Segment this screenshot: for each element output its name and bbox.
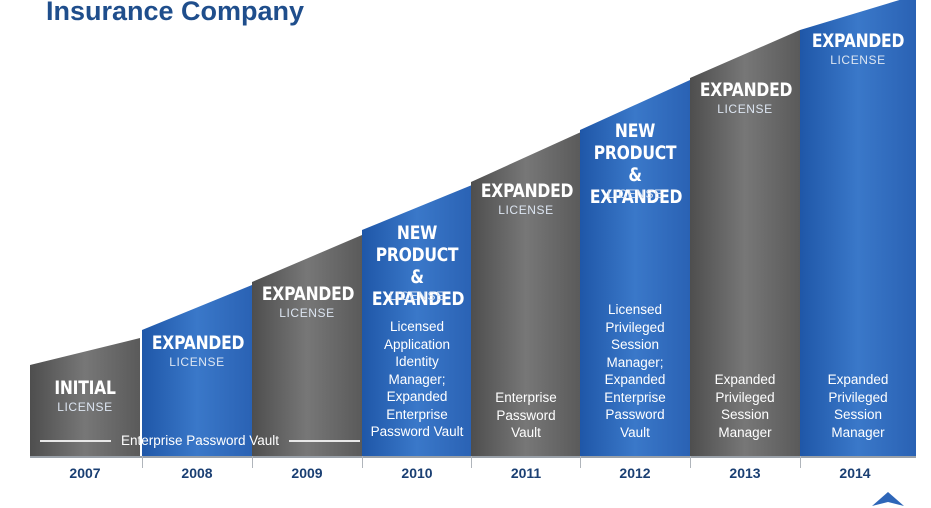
- description-line: Manager: [718, 424, 772, 440]
- axis-tick: [580, 456, 581, 468]
- step-bar-2012: [580, 80, 690, 456]
- step-headline: EXPANDED: [480, 180, 574, 202]
- step-2009: EXPANDED LICENSE: [252, 0, 362, 456]
- description-line: Privileged: [605, 319, 665, 335]
- step-subtitle: LICENSE: [57, 400, 113, 414]
- step-bar-2011: [471, 132, 581, 456]
- description-line: Privileged: [715, 389, 775, 405]
- step-headline: EXPANDED: [261, 283, 355, 305]
- step-headline: NEW PRODUCT & EXPANDED: [371, 222, 465, 310]
- axis-tick: [362, 456, 363, 468]
- step-subtitle: LICENSE: [830, 53, 886, 67]
- headline-line: NEW: [396, 222, 438, 244]
- axis-tick: [252, 456, 253, 468]
- year-2013: 2013: [729, 465, 761, 481]
- headline-line: EXPANDED: [151, 332, 245, 354]
- description-line: Password Vault: [370, 424, 464, 439]
- timeline-axis: [30, 456, 916, 458]
- headline-line: EXPANDED: [480, 180, 574, 202]
- description-line: Application: [383, 336, 451, 352]
- description-line: Vault: [511, 425, 541, 440]
- step-description: Enterprise Password Vault: [473, 389, 579, 442]
- description-line: Expanded: [714, 372, 776, 387]
- description-line: Expanded: [386, 389, 448, 404]
- description-line: Enterprise: [386, 406, 448, 422]
- description-line: Manager;: [606, 354, 664, 370]
- description-line: Privileged: [828, 389, 888, 405]
- step-2013: EXPANDED LICENSE Expanded Privileged Session…: [690, 0, 800, 456]
- step-bar-2013: [690, 30, 800, 456]
- step-subtitle: LICENSE: [607, 187, 663, 201]
- step-2010: NEW PRODUCT & EXPANDED LICENSE Licensed Appli…: [362, 0, 472, 456]
- year-2011: 2011: [510, 465, 542, 481]
- year-2008: 2008: [181, 465, 213, 481]
- step-headline: NEW PRODUCT & EXPANDED: [589, 120, 683, 208]
- step-bar-2010: [362, 185, 472, 456]
- step-headline: EXPANDED: [151, 332, 245, 354]
- step-headline: INITIAL: [40, 377, 130, 399]
- step-bar-2009: [252, 235, 362, 456]
- step-bar-2014: [800, 0, 916, 456]
- year-2010: 2010: [401, 465, 433, 481]
- axis-tick: [471, 456, 472, 468]
- step-subtitle: LICENSE: [498, 203, 554, 217]
- page-title: Insurance Company: [46, 0, 305, 26]
- description-line: Licensed: [389, 319, 445, 334]
- step-description: Expanded Privileged Session Manager: [692, 371, 798, 441]
- axis-tick: [800, 456, 801, 468]
- headline-line: EXPANDED: [589, 186, 683, 208]
- headline-line: NEW: [614, 120, 656, 142]
- headline-line: EXPANDED: [699, 79, 793, 101]
- description-line: Licensed: [607, 302, 663, 317]
- axis-tick: [690, 456, 691, 468]
- description-line: Password: [605, 407, 665, 422]
- description-line: Identity: [395, 354, 439, 369]
- headline-line: PRODUCT &: [375, 244, 459, 288]
- description-line: Vault: [620, 424, 650, 440]
- year-2007: 2007: [69, 465, 101, 481]
- step-headline: EXPANDED: [810, 30, 905, 52]
- year-2012: 2012: [619, 465, 651, 481]
- year-2009: 2009: [291, 465, 323, 481]
- span-annotation: Enterprise Password Vault: [40, 433, 361, 448]
- headline-line: EXPANDED: [811, 30, 905, 52]
- step-subtitle: LICENSE: [279, 306, 335, 320]
- step-subtitle: LICENSE: [389, 289, 445, 303]
- step-2011: EXPANDED LICENSE Enterprise Password Vault: [471, 0, 581, 456]
- step-subtitle: LICENSE: [717, 102, 773, 116]
- step-2014: EXPANDED LICENSE Expanded Privileged Session…: [800, 0, 916, 456]
- headline-line: EXPANDED: [371, 288, 465, 310]
- year-2014: 2014: [839, 465, 871, 481]
- span-line-left: [40, 439, 111, 442]
- step-description: Licensed Application Identity Manager; Expan…: [364, 318, 470, 441]
- step-description: Expanded Privileged Session Manager: [802, 371, 914, 441]
- logo-icon: [872, 492, 904, 506]
- description-line: Session: [833, 407, 883, 422]
- description-line: Enterprise: [604, 389, 666, 405]
- span-line-right: [289, 439, 361, 442]
- span-label: Enterprise Password Vault: [120, 433, 280, 448]
- step-2007: INITIAL LICENSE: [30, 0, 140, 456]
- description-line: Manager;: [388, 371, 446, 387]
- step-subtitle: LICENSE: [169, 355, 225, 369]
- step-description: Licensed Privileged Session Manager; Expande…: [582, 301, 688, 441]
- description-line: Expanded: [604, 372, 666, 387]
- headline-line: INITIAL: [54, 377, 116, 399]
- step-headline: EXPANDED: [699, 79, 793, 101]
- description-line: Expanded: [827, 372, 889, 387]
- description-line: Manager: [831, 424, 885, 440]
- step-2008: EXPANDED LICENSE: [142, 0, 252, 456]
- step-bar-2007: [30, 338, 140, 456]
- headline-line: EXPANDED: [261, 283, 355, 305]
- description-line: Enterprise: [495, 390, 557, 405]
- description-line: Session: [610, 337, 660, 352]
- axis-tick: [142, 456, 143, 468]
- description-line: Session: [720, 407, 770, 422]
- step-2012: NEW PRODUCT & EXPANDED LICENSE Licensed Privi…: [580, 0, 690, 456]
- headline-line: PRODUCT &: [593, 142, 677, 186]
- description-line: Password: [496, 407, 556, 423]
- step-bar-2008: [142, 285, 252, 456]
